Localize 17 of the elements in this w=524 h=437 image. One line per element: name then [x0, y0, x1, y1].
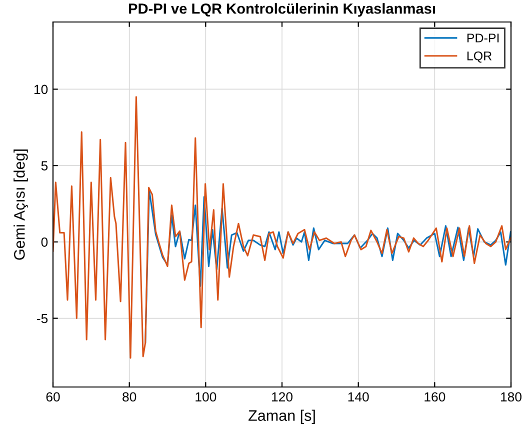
y-tick-label: 10 — [34, 84, 48, 94]
x-tick-label: 120 — [272, 392, 292, 402]
legend-label: LQR — [467, 51, 492, 63]
line-series — [53, 96, 511, 359]
y-tick-label: 0 — [41, 237, 48, 247]
x-tick-label: 160 — [424, 392, 446, 402]
x-tick-label: 80 — [122, 392, 136, 402]
x-tick-label: 180 — [501, 392, 522, 402]
chart-title: PD-PI ve LQR Kontrolcülerinin Kıyaslanması — [129, 3, 435, 17]
y-axis-title: Gemi Açısı [deg] — [14, 150, 28, 260]
x-tick-label: 60 — [46, 392, 60, 402]
x-axis-title: Zaman [s] — [248, 410, 315, 424]
x-tick-label: 100 — [196, 392, 216, 402]
y-tick-label: -5 — [36, 314, 48, 324]
legend-label: PD-PI — [467, 34, 499, 42]
x-tick-label: 140 — [348, 392, 369, 402]
y-tick-label: 5 — [41, 161, 48, 170]
